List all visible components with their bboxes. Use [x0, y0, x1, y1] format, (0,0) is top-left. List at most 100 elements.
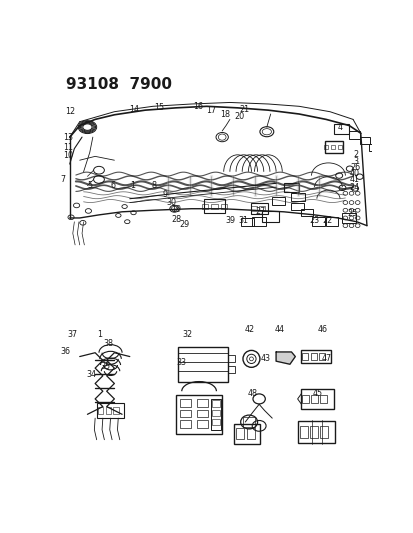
- Text: 45: 45: [312, 390, 322, 399]
- Text: 41: 41: [349, 175, 359, 184]
- Text: 28: 28: [171, 215, 181, 224]
- Bar: [301, 395, 308, 403]
- Bar: [210, 399, 221, 430]
- Bar: [301, 389, 333, 409]
- Bar: [196, 410, 207, 417]
- Bar: [233, 424, 259, 443]
- Text: 10: 10: [63, 151, 73, 160]
- Text: 30: 30: [166, 198, 176, 207]
- Bar: [176, 395, 222, 433]
- Bar: [300, 209, 312, 216]
- Bar: [325, 217, 338, 227]
- Bar: [178, 347, 228, 382]
- Text: 42: 42: [244, 326, 254, 334]
- Bar: [333, 124, 349, 134]
- Text: 47: 47: [320, 354, 330, 363]
- Text: 3: 3: [352, 157, 357, 166]
- Text: 1: 1: [131, 181, 135, 190]
- Text: 16: 16: [192, 102, 202, 111]
- Bar: [212, 400, 219, 407]
- Text: 12: 12: [65, 107, 75, 116]
- Bar: [97, 407, 103, 414]
- Bar: [337, 145, 342, 149]
- Bar: [196, 421, 207, 428]
- Bar: [196, 399, 207, 407]
- Bar: [97, 403, 124, 418]
- Bar: [323, 145, 328, 149]
- Bar: [105, 407, 111, 414]
- Bar: [227, 356, 235, 362]
- Text: 34: 34: [86, 370, 96, 379]
- Text: 43: 43: [260, 354, 270, 363]
- Bar: [242, 417, 255, 426]
- Text: 31: 31: [238, 216, 248, 225]
- Bar: [297, 421, 334, 443]
- Bar: [203, 199, 225, 213]
- Bar: [291, 203, 303, 210]
- Text: 27: 27: [255, 207, 266, 216]
- Text: 38: 38: [103, 340, 113, 349]
- Bar: [330, 145, 335, 149]
- Bar: [202, 204, 208, 209]
- Bar: [241, 217, 253, 226]
- Text: 9: 9: [162, 190, 167, 199]
- Bar: [283, 182, 299, 192]
- Bar: [319, 426, 327, 438]
- Bar: [211, 204, 217, 209]
- Bar: [380, 136, 389, 142]
- Text: 93108  7900: 93108 7900: [65, 77, 171, 92]
- Text: 26: 26: [349, 163, 359, 172]
- Text: 48: 48: [247, 389, 257, 398]
- Bar: [179, 421, 190, 428]
- Text: 22: 22: [322, 216, 332, 225]
- Bar: [310, 353, 316, 360]
- Bar: [310, 395, 317, 403]
- Bar: [227, 366, 235, 373]
- Text: 35: 35: [100, 362, 110, 372]
- Bar: [359, 138, 369, 144]
- Text: 18: 18: [219, 110, 229, 119]
- Text: 33: 33: [176, 358, 185, 367]
- Text: 36: 36: [60, 347, 70, 356]
- Text: 2: 2: [352, 150, 357, 159]
- Text: 21: 21: [238, 106, 249, 115]
- Bar: [220, 204, 226, 209]
- Text: 14: 14: [129, 106, 139, 115]
- Bar: [299, 426, 307, 438]
- Text: 24: 24: [348, 183, 358, 191]
- Text: 32: 32: [182, 329, 192, 338]
- Bar: [349, 131, 359, 139]
- Text: 46: 46: [317, 326, 328, 334]
- Text: 20: 20: [234, 112, 244, 121]
- Bar: [272, 197, 284, 205]
- Text: 8: 8: [151, 181, 156, 190]
- Text: 17: 17: [206, 106, 216, 115]
- Bar: [368, 144, 379, 151]
- Bar: [301, 353, 308, 360]
- Bar: [290, 193, 304, 201]
- Bar: [259, 206, 265, 211]
- Bar: [235, 428, 243, 439]
- Bar: [320, 395, 327, 403]
- Text: 11: 11: [63, 143, 73, 152]
- Bar: [318, 353, 325, 360]
- Bar: [342, 213, 355, 223]
- Bar: [324, 141, 342, 154]
- Text: 29: 29: [178, 220, 189, 229]
- Text: 4: 4: [336, 123, 342, 132]
- Bar: [212, 419, 219, 425]
- Text: 40: 40: [349, 169, 359, 178]
- Text: 5: 5: [87, 181, 92, 190]
- Polygon shape: [275, 352, 294, 364]
- Bar: [246, 428, 254, 439]
- Bar: [179, 410, 190, 417]
- Bar: [179, 399, 190, 407]
- Text: 19: 19: [171, 205, 181, 214]
- Text: 25: 25: [347, 209, 357, 218]
- Text: 7: 7: [60, 175, 65, 184]
- Bar: [252, 217, 266, 227]
- Text: 37: 37: [67, 329, 77, 338]
- Text: 15: 15: [154, 103, 164, 112]
- Text: 23: 23: [309, 216, 319, 225]
- Bar: [311, 217, 325, 227]
